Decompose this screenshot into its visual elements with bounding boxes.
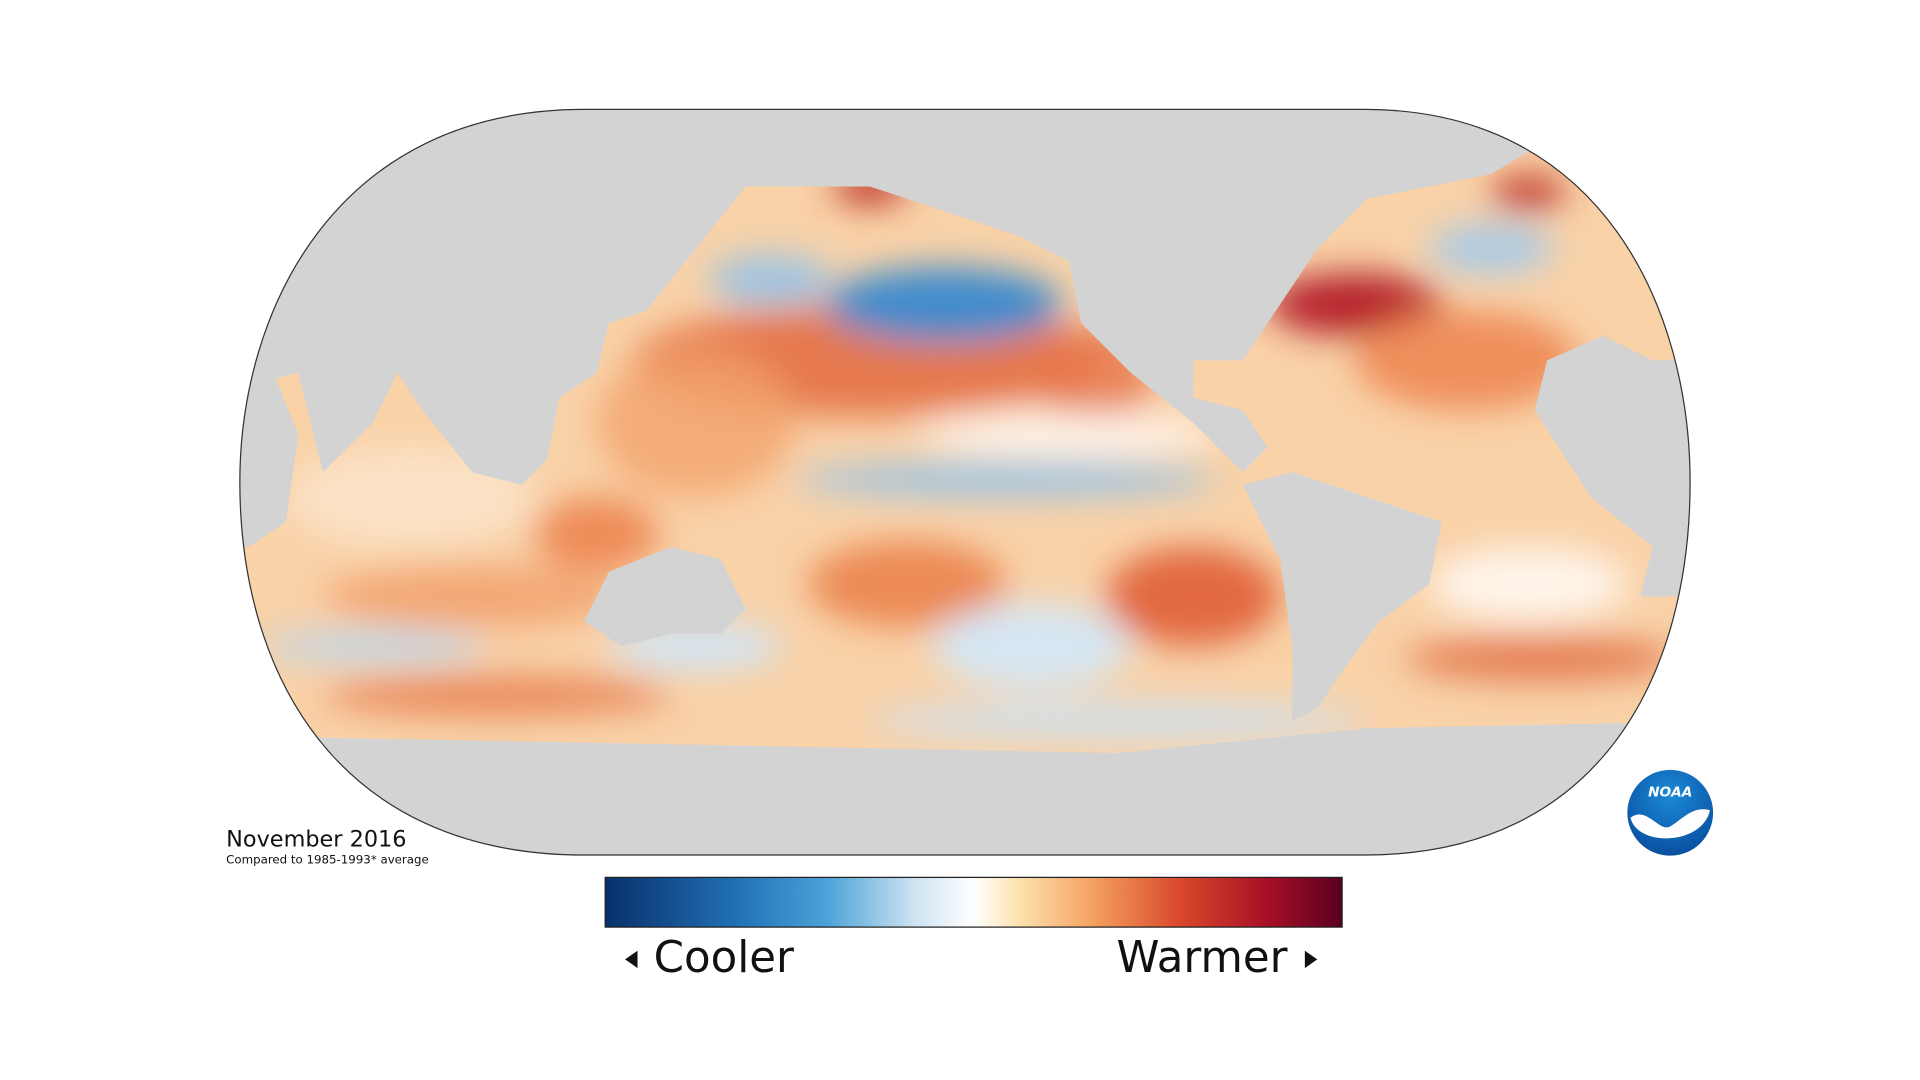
warmer-arrow xyxy=(1304,950,1318,969)
anomaly-field xyxy=(260,167,1678,739)
logo-text: NOAA xyxy=(1648,785,1692,801)
map-subtitle: Compared to 1985-1993* average xyxy=(226,853,429,867)
map-title: November 2016 xyxy=(226,826,406,852)
color-bar xyxy=(604,876,1343,928)
map xyxy=(239,109,1691,856)
legend-low-label: Cooler xyxy=(654,933,794,983)
legend-high-label: Warmer xyxy=(1116,933,1287,983)
map-outline xyxy=(239,108,1691,856)
noaa-logo: NOAA xyxy=(1626,768,1715,857)
cooler-arrow xyxy=(625,950,638,969)
